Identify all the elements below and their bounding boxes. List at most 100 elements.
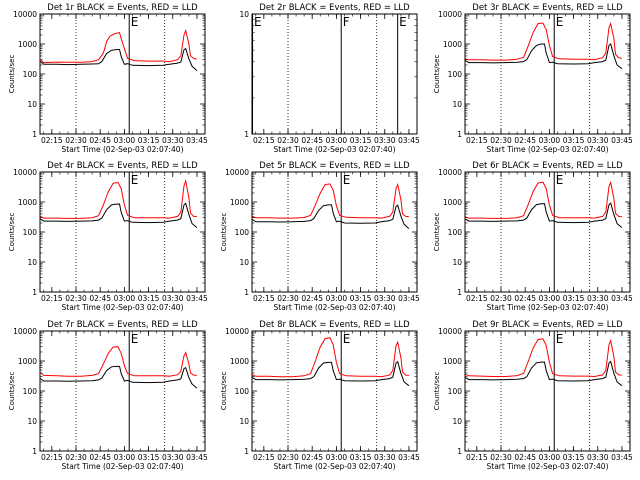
x-tick-label: 03:00 <box>114 294 136 303</box>
lld-series-line <box>40 28 198 64</box>
y-axis-label: Counts/sec <box>8 55 16 94</box>
x-tick-label: 02:15 <box>466 136 488 145</box>
y-tick-label: 1 <box>457 288 462 297</box>
y-tick-label: 1 <box>32 447 37 456</box>
chart-panel-3: Det 3r BLACK = Events, RED = LLD 1 10 100 10… <box>433 3 633 154</box>
y-tick-label: 100 <box>448 70 463 79</box>
x-tick-label: 03:15 <box>350 136 372 145</box>
plot-frame <box>251 330 418 452</box>
x-tick-label: 02:15 <box>466 294 488 303</box>
x-tick-label: 03:45 <box>611 294 633 303</box>
x-tick-label: 02:45 <box>514 294 536 303</box>
x-tick-label: 03:30 <box>374 294 396 303</box>
x-axis-label: Start Time (02-Sep-03 02:07:40) <box>62 145 184 154</box>
x-tick-label: 03:45 <box>186 136 208 145</box>
y-tick-label: 10 <box>452 100 462 109</box>
y-tick-label: 1000 <box>18 40 37 49</box>
x-tick-label: 03:00 <box>114 453 136 462</box>
chart-title: Det 3r BLACK = Events, RED = LLD <box>472 3 623 13</box>
flag-letter: E <box>556 15 564 29</box>
y-tick-label: 10000 <box>438 10 462 19</box>
chart-panel-4: Det 4r BLACK = Events, RED = LLD 1 10 100 10… <box>8 161 208 312</box>
x-tick-label: 03:15 <box>563 453 585 462</box>
y-axis-label: Counts/sec <box>433 372 441 411</box>
chart-title: Det 1r BLACK = Events, RED = LLD <box>47 3 198 13</box>
flag-letter: E <box>131 173 139 187</box>
plot-frame <box>464 171 631 293</box>
events-series-line <box>40 202 198 228</box>
flag-letter: E <box>399 15 407 29</box>
chart-panel-5: Det 5r BLACK = Events, RED = LLD 1 10 100 10… <box>220 161 420 312</box>
y-tick-label: 1000 <box>443 40 462 49</box>
x-tick-label: 03:15 <box>350 453 372 462</box>
x-tick-label: 03:15 <box>138 294 160 303</box>
events-series-line <box>40 365 198 389</box>
events-series-line <box>465 360 623 387</box>
x-tick-label: 02:45 <box>89 294 111 303</box>
y-tick-label: 10000 <box>438 327 462 336</box>
events-series-line <box>252 360 410 387</box>
y-tick-label: 100 <box>235 228 250 237</box>
events-series-line <box>465 202 623 228</box>
x-axis-label: Start Time (02-Sep-03 02:07:40) <box>487 303 609 312</box>
x-tick-label: 03:15 <box>138 453 160 462</box>
x-tick-label: 03:30 <box>587 294 609 303</box>
y-tick-label: 1 <box>32 130 37 139</box>
y-tick-label: 10 <box>452 417 462 426</box>
x-tick-label: 03:45 <box>611 136 633 145</box>
events-series-line <box>252 204 410 229</box>
flag-letter: E <box>131 332 139 346</box>
y-tick-label: 10000 <box>13 168 37 177</box>
x-tick-label: 02:45 <box>514 136 536 145</box>
y-tick-label: 100 <box>23 387 38 396</box>
y-tick-label: 100 <box>23 70 38 79</box>
chart-title: Det 7r BLACK = Events, RED = LLD <box>47 320 198 330</box>
x-tick-label: 03:15 <box>563 136 585 145</box>
x-tick-label: 02:15 <box>466 453 488 462</box>
flag-letter: E <box>131 15 139 29</box>
x-tick-label: 03:30 <box>162 453 184 462</box>
x-tick-label: 03:00 <box>539 294 561 303</box>
flag-letter: E <box>556 332 564 346</box>
y-tick-label: 10 <box>239 258 249 267</box>
x-tick-label: 03:45 <box>398 453 420 462</box>
x-tick-label: 02:30 <box>65 453 87 462</box>
x-tick-label: 02:15 <box>253 136 275 145</box>
plot-frame <box>464 330 631 452</box>
flag-letter: E <box>254 15 262 29</box>
lld-series-line <box>465 180 622 219</box>
x-axis-label: Start Time (02-Sep-03 02:07:40) <box>487 462 609 471</box>
x-tick-label: 02:45 <box>301 136 323 145</box>
x-tick-label: 03:30 <box>587 453 609 462</box>
x-tick-label: 03:00 <box>326 294 348 303</box>
y-tick-label: 1000 <box>230 357 249 366</box>
lld-series-line <box>40 346 197 377</box>
x-tick-label: 03:45 <box>398 136 420 145</box>
x-tick-label: 03:30 <box>374 453 396 462</box>
lld-series-line <box>465 338 622 378</box>
x-tick-label: 02:15 <box>41 136 63 145</box>
x-tick-label: 02:45 <box>89 136 111 145</box>
x-tick-label: 02:30 <box>490 136 512 145</box>
x-tick-label: 03:30 <box>162 294 184 303</box>
chart-panel-8: Det 8r BLACK = Events, RED = LLD 1 10 100 10… <box>220 320 420 471</box>
x-axis-label: Start Time (02-Sep-03 02:07:40) <box>274 145 396 154</box>
y-axis-label: Counts/sec <box>8 213 16 252</box>
lld-series-line <box>465 21 623 61</box>
flag-letter: E <box>343 173 351 187</box>
x-tick-label: 03:15 <box>138 136 160 145</box>
chart-panel-7: Det 7r BLACK = Events, RED = LLD 1 10 100 10… <box>8 320 208 471</box>
x-tick-label: 02:30 <box>490 294 512 303</box>
chart-panel-2: Det 2r BLACK = Events, RED = LLD 1 10 02:15… <box>239 3 420 154</box>
x-tick-label: 02:15 <box>41 294 63 303</box>
y-tick-label: 10000 <box>13 10 37 19</box>
y-tick-label: 1 <box>457 447 462 456</box>
events-series-line <box>465 43 623 70</box>
y-tick-label: 10000 <box>225 168 249 177</box>
y-tick-label: 10000 <box>225 327 249 336</box>
plot-frame <box>39 330 206 452</box>
x-tick-label: 02:45 <box>301 453 323 462</box>
y-tick-label: 10000 <box>13 327 37 336</box>
x-tick-label: 03:00 <box>539 453 561 462</box>
chart-panel-6: Det 6r BLACK = Events, RED = LLD 1 10 100 10… <box>433 161 633 312</box>
